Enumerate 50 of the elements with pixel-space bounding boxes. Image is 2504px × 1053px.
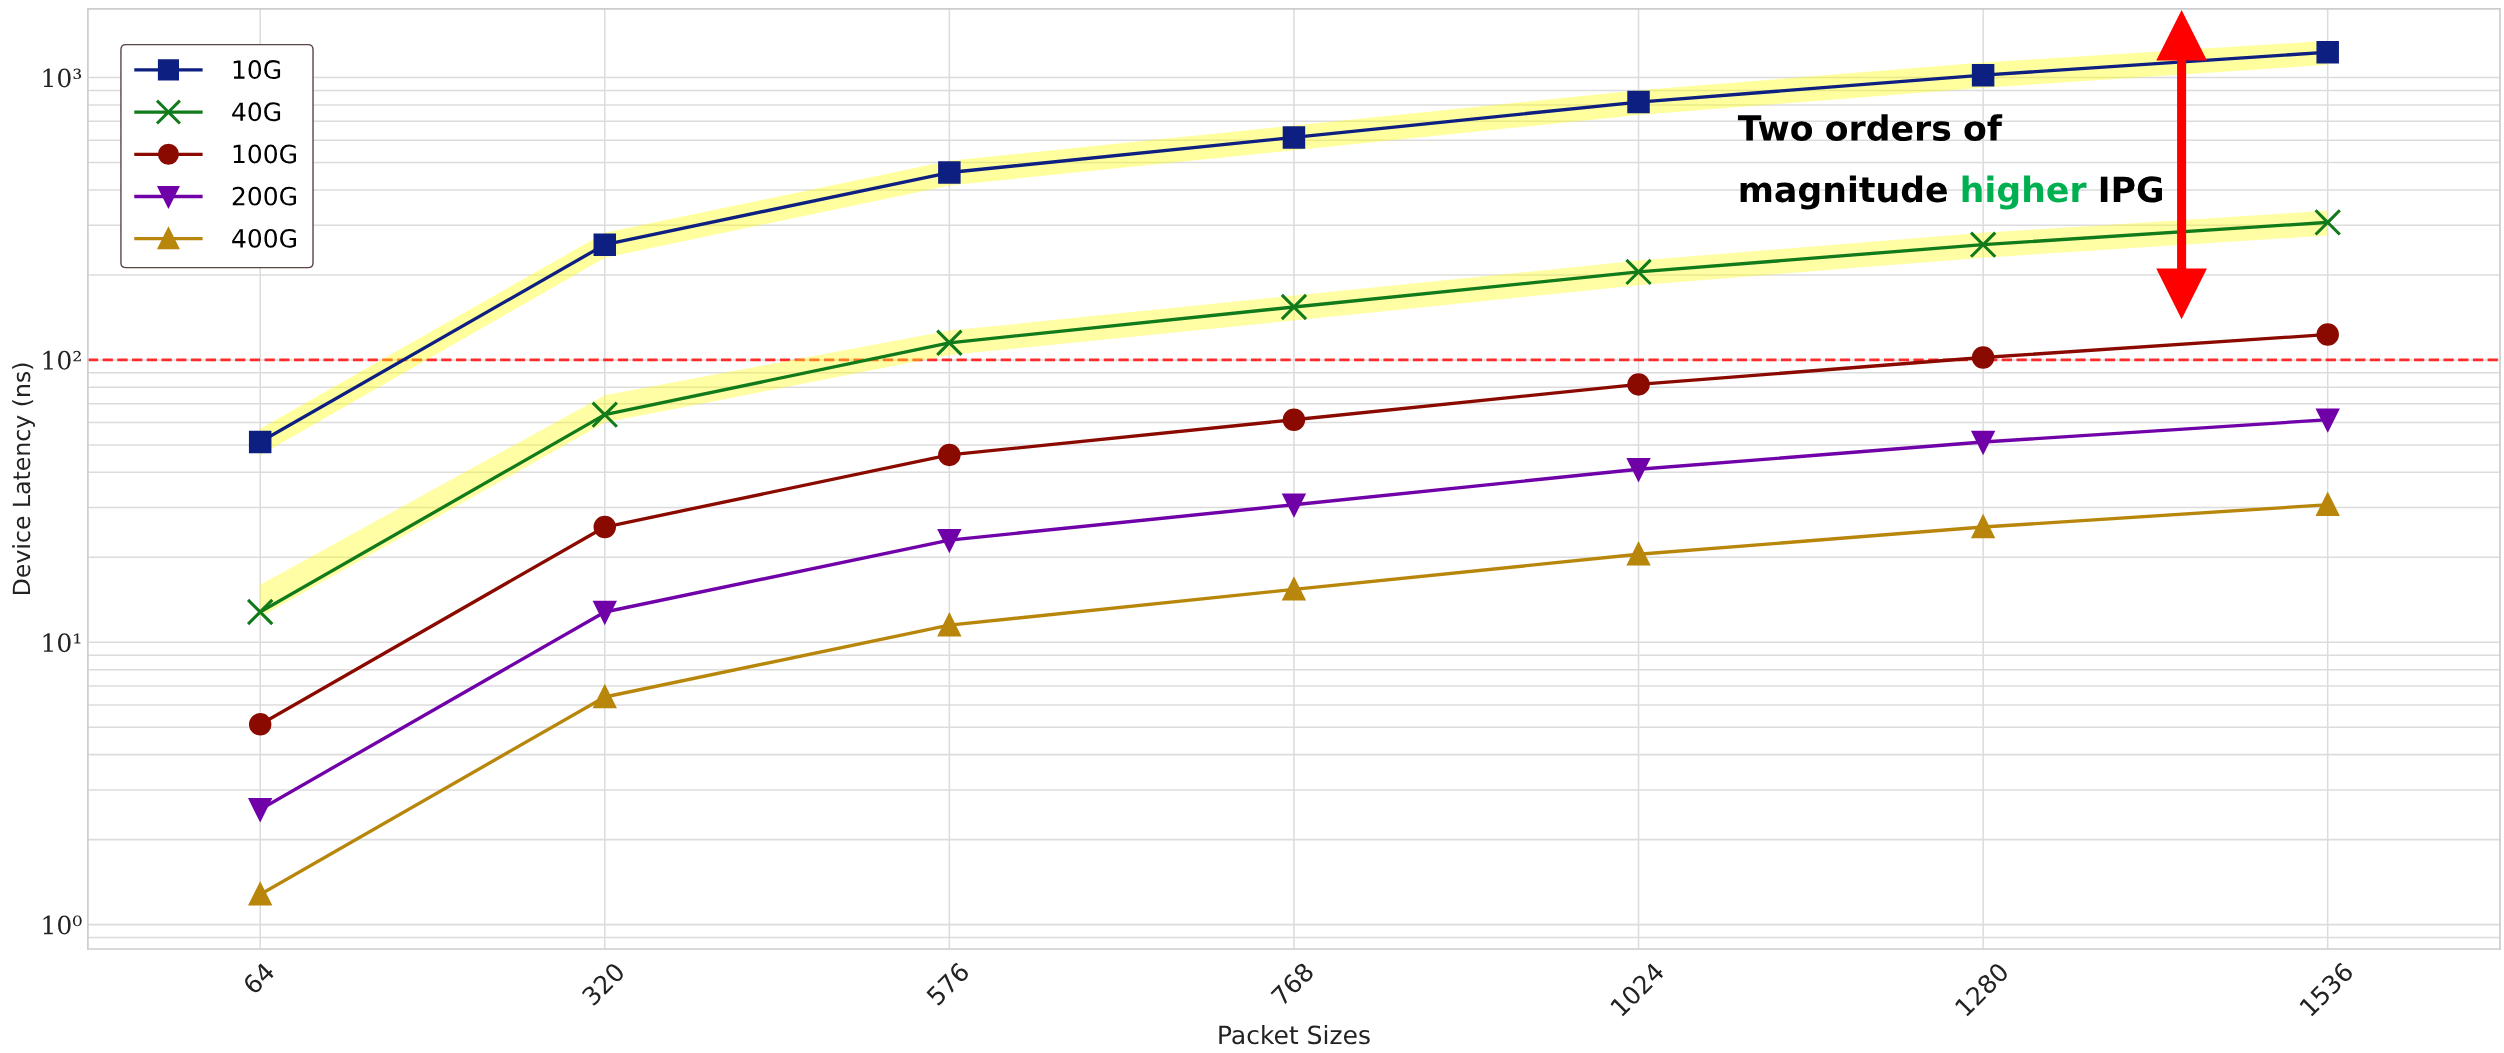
y-tick-label: 10³ bbox=[43, 68, 82, 88]
point bbox=[938, 161, 961, 184]
point bbox=[592, 683, 617, 709]
point bbox=[1282, 126, 1306, 149]
point bbox=[936, 329, 963, 356]
point bbox=[1971, 513, 1996, 539]
point bbox=[1282, 493, 1306, 516]
y-tick-label: 10⁰ bbox=[43, 915, 82, 935]
point bbox=[1627, 458, 1650, 481]
point bbox=[2316, 408, 2339, 431]
point bbox=[248, 713, 272, 736]
point bbox=[1280, 293, 1308, 321]
y-tick-label: 10¹ bbox=[43, 633, 81, 653]
point bbox=[1969, 231, 1997, 258]
legend-label: 40G bbox=[232, 102, 281, 122]
point bbox=[248, 430, 272, 454]
point bbox=[2316, 493, 2339, 516]
point bbox=[1971, 63, 1995, 87]
point bbox=[1627, 543, 1650, 566]
y-axis-title: Device Latency (ns) bbox=[12, 363, 35, 595]
x-tick-label: 64 bbox=[241, 961, 276, 996]
legend-label: 200G bbox=[232, 186, 296, 206]
y-tick-label: 10² bbox=[43, 350, 81, 370]
point bbox=[1971, 346, 1995, 369]
point bbox=[1627, 373, 1650, 396]
point bbox=[938, 613, 961, 637]
x-axis-title: Packet Sizes bbox=[1219, 1024, 1370, 1045]
annotation: Two orders of magnitude higher IPG bbox=[1737, 114, 2162, 210]
point bbox=[1971, 430, 1996, 456]
point bbox=[246, 598, 274, 626]
point bbox=[593, 515, 617, 539]
legend-label: 10G bbox=[233, 60, 281, 80]
point bbox=[248, 883, 272, 906]
x-tick-label: 320 bbox=[581, 961, 626, 1007]
point bbox=[938, 443, 961, 467]
point bbox=[248, 798, 272, 821]
point bbox=[2316, 323, 2339, 346]
point bbox=[2316, 40, 2339, 64]
legend-label: 100G bbox=[233, 144, 296, 164]
point bbox=[1282, 578, 1306, 601]
point bbox=[937, 528, 962, 554]
legend-label: 400G bbox=[232, 228, 296, 248]
point bbox=[2314, 209, 2341, 236]
x-tick-label: 768 bbox=[1270, 961, 1315, 1007]
point bbox=[592, 600, 617, 626]
point bbox=[591, 401, 618, 428]
point bbox=[1625, 258, 1652, 286]
point bbox=[1627, 90, 1650, 114]
point bbox=[593, 233, 617, 256]
point bbox=[1282, 408, 1306, 431]
